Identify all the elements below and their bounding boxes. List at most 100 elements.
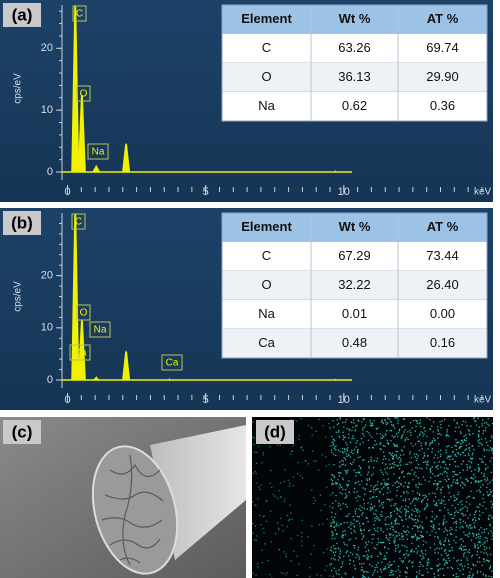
map-dot <box>400 483 402 485</box>
map-dot <box>482 432 484 435</box>
map-dot <box>429 470 432 472</box>
map-dot <box>486 537 488 540</box>
map-dot <box>427 558 430 560</box>
map-dot <box>451 549 453 551</box>
map-dot <box>403 446 405 448</box>
map-dot <box>331 480 333 482</box>
map-dot <box>410 503 412 505</box>
map-dot <box>485 480 487 482</box>
map-dot <box>421 549 423 552</box>
map-dot <box>401 472 403 474</box>
map-dot <box>410 536 413 538</box>
map-dot <box>458 548 460 550</box>
map-dot <box>442 524 444 526</box>
map-dot <box>391 462 393 465</box>
map-dot <box>320 509 322 512</box>
map-dot <box>345 472 348 475</box>
map-dot <box>489 481 491 484</box>
map-dot <box>406 473 409 475</box>
map-dot <box>438 480 440 483</box>
map-dot <box>375 428 378 430</box>
map-dot <box>346 450 348 452</box>
map-dot <box>447 484 449 487</box>
map-dot <box>393 461 395 463</box>
map-dot <box>476 544 479 546</box>
map-dot <box>460 445 462 448</box>
map-dot <box>421 526 423 528</box>
map-dot <box>355 556 357 559</box>
map-dot <box>361 538 363 540</box>
map-dot <box>360 569 362 571</box>
map-dot <box>406 485 409 488</box>
map-dot <box>489 525 491 527</box>
table-row <box>222 213 487 242</box>
map-dot <box>467 452 469 455</box>
map-dot <box>479 545 482 547</box>
map-dot <box>399 557 401 560</box>
map-dot <box>363 459 365 461</box>
map-dot <box>340 508 342 510</box>
map-dot <box>254 471 256 473</box>
map-dot <box>412 490 414 492</box>
map-dot <box>473 497 475 499</box>
map-dot <box>352 419 355 421</box>
table-cell: 0.00 <box>430 306 455 321</box>
map-dot <box>349 551 352 554</box>
table-row <box>222 271 487 300</box>
map-dot <box>363 571 366 573</box>
map-dot <box>347 515 349 517</box>
map-dot <box>348 428 351 430</box>
map-dot <box>394 521 397 524</box>
map-dot <box>392 455 394 457</box>
table-row <box>222 300 487 329</box>
map-dot <box>262 527 264 530</box>
map-dot <box>456 483 458 485</box>
table-cell: 0.36 <box>430 98 455 113</box>
map-dot <box>462 540 464 542</box>
map-dot <box>341 535 343 537</box>
map-dot <box>453 522 455 524</box>
map-dot <box>491 495 493 497</box>
map-dot <box>422 528 424 530</box>
map-dot <box>395 450 397 453</box>
map-dot <box>290 512 292 514</box>
map-dot <box>333 526 335 529</box>
map-dot <box>359 467 362 470</box>
map-dot <box>454 454 456 456</box>
map-dot <box>367 556 370 558</box>
map-dot <box>376 443 378 445</box>
map-dot <box>462 549 465 551</box>
map-dot <box>416 508 418 510</box>
map-dot <box>404 571 407 573</box>
map-dot <box>471 576 473 578</box>
map-dot <box>465 444 468 446</box>
map-dot <box>353 519 355 521</box>
map-dot <box>342 488 344 490</box>
map-dot <box>255 472 257 475</box>
map-dot <box>374 520 376 522</box>
map-dot <box>406 530 408 532</box>
map-dot <box>363 435 365 437</box>
map-dot <box>433 439 436 441</box>
map-dot <box>340 566 342 568</box>
map-dot <box>370 458 372 461</box>
map-dot <box>416 467 418 469</box>
map-dot <box>415 576 418 578</box>
map-dot <box>334 446 336 448</box>
map-dot <box>467 576 469 578</box>
map-dot <box>393 436 395 439</box>
map-dot <box>336 533 338 535</box>
map-dot <box>346 506 348 508</box>
map-dot <box>455 465 457 467</box>
map-dot <box>376 518 378 520</box>
map-dot <box>468 430 470 432</box>
map-dot <box>433 573 435 575</box>
map-dot <box>411 549 413 551</box>
map-dot <box>391 498 393 501</box>
map-dot <box>470 524 472 526</box>
map-dot <box>360 437 363 440</box>
map-dot <box>341 459 343 462</box>
map-dot <box>477 440 479 442</box>
map-dot <box>469 467 471 469</box>
map-dot <box>356 491 358 493</box>
